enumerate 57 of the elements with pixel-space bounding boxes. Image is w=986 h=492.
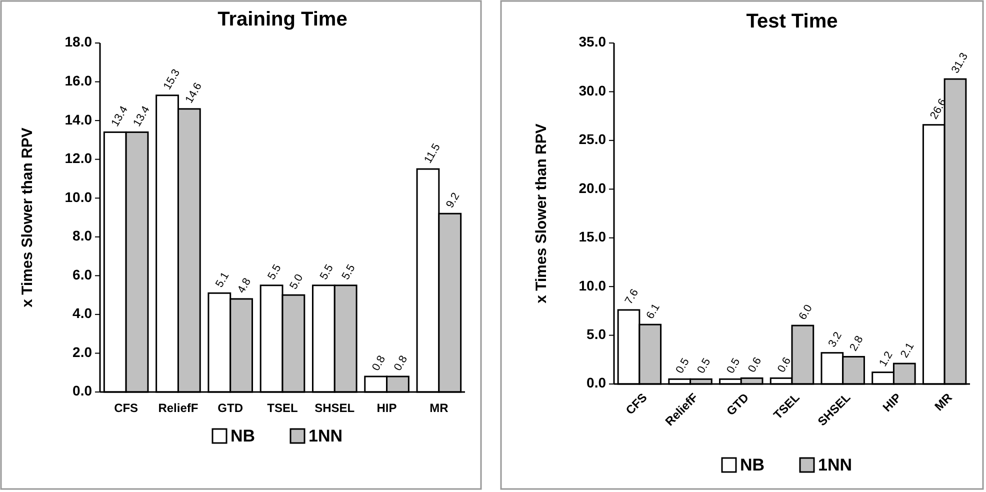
y-tick-label: 15.0 xyxy=(578,228,606,245)
data-label: 0.5 xyxy=(724,356,743,376)
x-tick-label: TSEL xyxy=(267,401,298,415)
y-tick-label: 16.0 xyxy=(64,72,92,88)
data-label: 5.5 xyxy=(340,262,358,282)
y-tick-label: 18.0 xyxy=(64,34,92,50)
y-tick-label: 0.0 xyxy=(72,382,92,399)
data-label: 2.8 xyxy=(848,334,866,354)
data-label: 5.5 xyxy=(318,262,336,282)
data-label: 5.5 xyxy=(266,262,284,282)
y-tick-label: 10.0 xyxy=(578,277,606,294)
x-tick-label: MR xyxy=(932,390,956,414)
data-label: 0.5 xyxy=(674,356,692,376)
data-label: 0.8 xyxy=(392,354,410,373)
data-label: 6.0 xyxy=(796,302,815,322)
legend-label: 1NN xyxy=(818,455,852,474)
y-axis-title: x Times Slower than RPV xyxy=(533,124,550,304)
x-tick-label: ReliefF xyxy=(158,401,198,415)
data-label: 2.1 xyxy=(898,340,917,360)
y-tick-label: 25.0 xyxy=(578,131,606,148)
y-tick-label: 14.0 xyxy=(64,111,92,128)
x-tick-label: CFS xyxy=(622,390,650,418)
data-label: 3.2 xyxy=(826,330,844,350)
legend-label: 1NN xyxy=(308,426,343,446)
x-tick-label: HIP xyxy=(880,390,904,415)
data-label: 7.6 xyxy=(622,287,641,306)
data-label: 5.0 xyxy=(288,272,306,292)
data-label: 1.2 xyxy=(877,350,896,369)
legend-label: NB xyxy=(230,426,256,446)
y-tick-label: 12.0 xyxy=(64,150,92,166)
chart-title: Test Time xyxy=(746,10,838,32)
data-label: 0.6 xyxy=(746,355,764,375)
y-tick-label: 4.0 xyxy=(72,305,92,322)
x-tick-label: CFS xyxy=(114,401,138,415)
chart-title: Training Time xyxy=(218,8,348,30)
y-tick-label: 2.0 xyxy=(72,344,92,360)
data-label: 0.5 xyxy=(695,356,714,376)
y-tick-label: 0.0 xyxy=(586,374,606,391)
x-tick-label: MR xyxy=(430,401,449,415)
data-label: 4.8 xyxy=(236,276,254,296)
data-label: 5.1 xyxy=(214,270,232,290)
y-tick-label: 20.0 xyxy=(578,180,606,196)
y-axis-title: x Times Slower than RPV xyxy=(19,128,36,308)
y-tick-label: 10.0 xyxy=(64,188,92,205)
y-tick-label: 30.0 xyxy=(578,82,606,98)
y-tick-label: 8.0 xyxy=(72,228,92,244)
x-tick-label: HIP xyxy=(376,401,397,415)
y-tick-label: 35.0 xyxy=(578,34,606,50)
legend-label: NB xyxy=(740,455,765,474)
data-label: 0.8 xyxy=(370,354,388,373)
x-tick-label: GTD xyxy=(218,401,244,415)
y-tick-label: 6.0 xyxy=(72,266,92,282)
data-label: 0.6 xyxy=(776,355,794,375)
x-tick-label: SHSEL xyxy=(314,401,355,415)
data-label: 6.1 xyxy=(644,302,662,322)
y-tick-label: 5.0 xyxy=(586,326,606,342)
data-label: 9.2 xyxy=(444,190,462,210)
